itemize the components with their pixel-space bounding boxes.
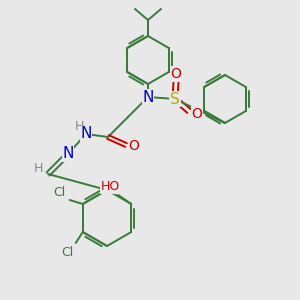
Text: S: S — [170, 92, 180, 106]
Text: H: H — [33, 163, 43, 176]
Text: Cl: Cl — [61, 247, 74, 260]
Text: N: N — [62, 146, 74, 161]
Text: Cl: Cl — [54, 185, 66, 199]
Text: O: O — [171, 67, 182, 81]
Text: N: N — [80, 127, 92, 142]
Text: N: N — [142, 89, 154, 104]
Text: HO: HO — [100, 181, 120, 194]
Text: O: O — [129, 139, 140, 153]
Text: H: H — [74, 121, 84, 134]
Text: O: O — [192, 107, 203, 121]
